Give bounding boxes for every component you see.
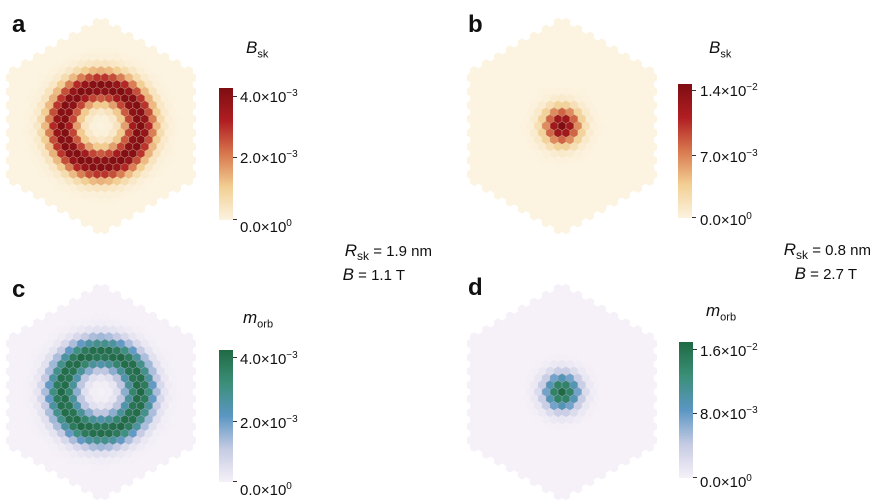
lattice-site [124, 476, 134, 487]
colorbar-tick-label: 0.0×100 [240, 481, 292, 499]
colorbar-tick-label: 7.0×10−3 [700, 148, 758, 166]
colorbar-c [219, 350, 233, 482]
lattice-site [609, 197, 618, 207]
lattice-site [585, 210, 595, 221]
colorbar-tick-mark [233, 481, 237, 482]
colorbar-tick-mark [233, 421, 237, 422]
lattice-site [609, 463, 618, 473]
colorbar-title-b: Bsk [709, 38, 732, 61]
lattice-site [561, 224, 571, 234]
lattice-site [184, 442, 193, 452]
hexagon-map-b [467, 18, 657, 234]
panel-label-a: a [12, 11, 26, 38]
panel-label-b: b [468, 11, 483, 38]
lattice-site [148, 463, 157, 473]
colorbar-tick-mark [692, 155, 696, 156]
colorbar-a [219, 88, 233, 220]
field-label-ab-right: B = 2.7 T [794, 264, 857, 283]
colorbar-tick-label: 4.0×10−3 [240, 88, 298, 106]
lattice-site [633, 183, 642, 193]
colorbar-tick-mark [692, 217, 696, 218]
colorbar-tick-label: 2.0×10−3 [240, 149, 298, 167]
panel-label-c: c [12, 276, 26, 303]
colorbar-tick-mark [233, 219, 237, 220]
lattice-site [100, 490, 110, 500]
lattice-site [645, 176, 654, 186]
lattice-site [172, 183, 181, 193]
field-label-ab-left: B = 1.1 T [342, 265, 405, 284]
lattice-site [573, 483, 583, 494]
colorbar-tick-label: 4.0×10−3 [240, 350, 298, 368]
colorbar-tick-mark [692, 90, 696, 91]
hexagon-map-d [467, 284, 657, 500]
lattice-site [645, 442, 654, 452]
colorbar-tick-label: 8.0×10−3 [700, 405, 758, 423]
lattice-site [597, 204, 606, 214]
lattice-site [124, 210, 134, 221]
lattice-site [621, 190, 630, 200]
lattice-site [160, 190, 169, 200]
colorbar-b [678, 84, 692, 218]
panel-label-d: d [468, 274, 483, 301]
colorbar-tick-label: 0.0×100 [700, 211, 752, 229]
lattice-site [573, 217, 583, 228]
lattice-site [597, 470, 606, 480]
colorbar-tick-label: 0.0×100 [240, 218, 292, 236]
lattice-site [172, 449, 181, 459]
colorbar-tick-mark [693, 413, 697, 414]
lattice-site [160, 456, 169, 466]
colorbar-tick-mark [693, 477, 697, 478]
colorbar-tick-label: 0.0×100 [700, 473, 752, 491]
lattice-site [136, 204, 145, 214]
colorbar-title-c: morb [243, 308, 274, 331]
colorbar-tick-label: 1.6×10−2 [700, 342, 758, 360]
lattice-site [633, 449, 642, 459]
colorbar-tick-mark [233, 157, 237, 158]
colorbar-title-a: Bsk [246, 38, 269, 61]
radius-label-ab-left: Rsk = 1.9 nm [344, 241, 432, 263]
colorbar-tick-mark [233, 96, 237, 97]
lattice-site [100, 224, 110, 234]
colorbar-tick-mark [233, 357, 237, 358]
lattice-site [112, 483, 122, 494]
radius-label-ab-right: Rsk = 0.8 nm [783, 240, 871, 262]
lattice-site [148, 197, 157, 207]
colorbar-title-d: morb [706, 301, 737, 324]
lattice-site [184, 176, 193, 186]
lattice-site [585, 476, 595, 487]
hexagon-map-a [6, 18, 196, 234]
lattice-site [112, 217, 122, 228]
lattice-site [136, 470, 145, 480]
colorbar-tick-label: 1.4×10−2 [700, 82, 758, 100]
lattice-site [621, 456, 630, 466]
colorbar-d [679, 342, 693, 478]
colorbar-tick-label: 2.0×10−3 [240, 414, 298, 432]
hexagon-map-c [6, 284, 196, 500]
lattice-site [561, 490, 571, 500]
colorbar-tick-mark [693, 349, 697, 350]
